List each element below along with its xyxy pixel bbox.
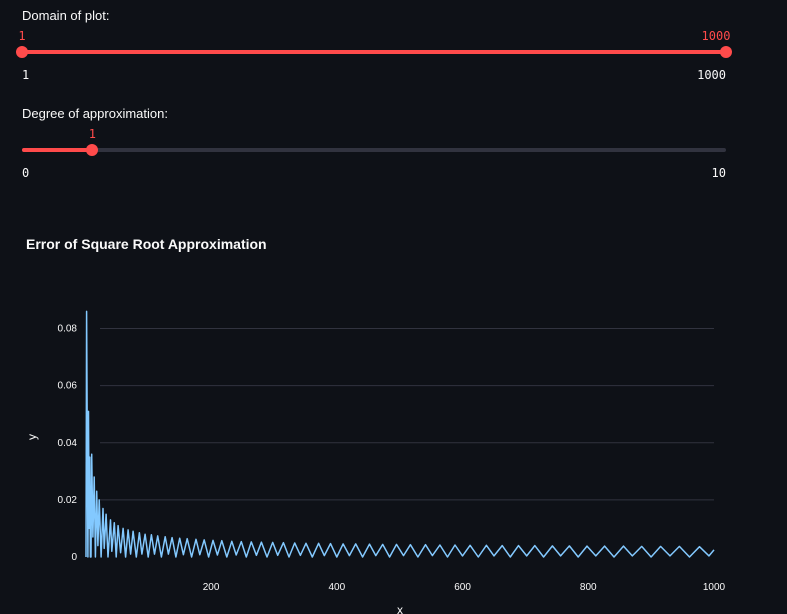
degree-slider-fill [22, 148, 93, 152]
chart-title: Error of Square Root Approximation [26, 236, 267, 252]
y-tick-label: 0.08 [58, 324, 78, 335]
y-tick-label: 0.06 [58, 381, 78, 392]
domain-slider-low-thumb[interactable] [16, 46, 28, 58]
domain-max-label: 1000 [697, 68, 726, 82]
degree-slider-thumb[interactable] [86, 144, 99, 156]
x-axis-label: x [397, 603, 403, 614]
y-tick-label: 0 [71, 552, 77, 563]
domain-slider-fill [22, 50, 726, 54]
y-tick-label: 0.04 [58, 438, 78, 449]
series-line [85, 310, 715, 558]
degree-max-label: 10 [711, 166, 726, 180]
domain-slider-label: Domain of plot: [22, 8, 110, 23]
y-axis-label: y [25, 434, 39, 440]
x-tick-label: 200 [203, 582, 220, 593]
x-tick-label: 800 [580, 582, 597, 593]
domain-low-value: 1 [18, 29, 26, 43]
domain-min-label: 1 [22, 68, 30, 82]
x-tick-label: 1000 [703, 582, 726, 593]
domain-slider-high-thumb[interactable] [720, 46, 732, 58]
degree-min-label: 0 [22, 166, 30, 180]
degree-current-value: 1 [88, 127, 97, 141]
y-tick-label: 0.02 [58, 495, 78, 506]
degree-slider-track[interactable] [22, 148, 726, 152]
domain-high-value: 1000 [701, 29, 731, 43]
degree-slider-label: Degree of approximation: [22, 106, 168, 121]
x-tick-label: 600 [454, 582, 471, 593]
x-tick-label: 400 [328, 582, 345, 593]
